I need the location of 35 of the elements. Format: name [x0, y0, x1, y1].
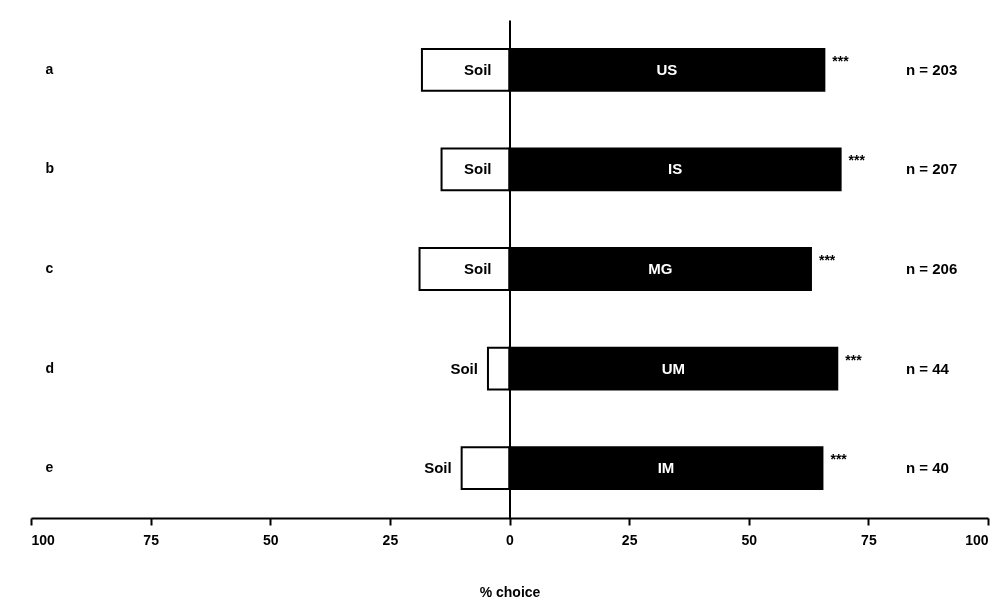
x-tick-label: 50 — [741, 531, 758, 548]
series-label: Soil — [450, 359, 478, 377]
data-label: MG — [648, 260, 673, 277]
text: Soil — [463, 60, 492, 78]
x-tick-label: 75 — [861, 531, 877, 548]
x-tick-label: 0 — [506, 531, 515, 548]
x-tick-label: 25 — [621, 531, 638, 548]
annotation: n = 206 — [906, 260, 958, 277]
annotation: *** — [845, 351, 863, 368]
x-tick-label: 100 — [965, 531, 989, 548]
data-label: IM — [657, 459, 675, 477]
annotation: *** — [832, 52, 850, 69]
annotation: *** — [848, 152, 866, 169]
y-tick-label: a — [45, 60, 54, 77]
x-tick-label: 50 — [262, 531, 279, 548]
x-axis-title: % choice — [479, 583, 541, 600]
x-tick-label: 75 — [143, 531, 160, 548]
annotation: n = 44 — [906, 359, 950, 377]
y-tick-label: b — [45, 160, 55, 177]
y-tick-label: c — [45, 260, 54, 276]
data-label: US — [656, 60, 678, 78]
annotation: *** — [830, 451, 848, 468]
y-tick-label: e — [45, 459, 54, 476]
annotation: *** — [818, 252, 836, 268]
annotation: n = 203 — [906, 60, 958, 78]
annotation: n = 207 — [906, 160, 958, 178]
x-tick-label: 25 — [382, 531, 399, 548]
data-label: UM — [661, 359, 686, 377]
text: Soil — [463, 260, 492, 277]
y-tick-label: d — [45, 359, 55, 376]
text: Soil — [424, 459, 452, 477]
data-label: IS — [667, 160, 683, 178]
annotation: n = 40 — [906, 459, 949, 477]
text: Soil — [463, 160, 492, 178]
x-tick-label: 100 — [31, 531, 56, 548]
